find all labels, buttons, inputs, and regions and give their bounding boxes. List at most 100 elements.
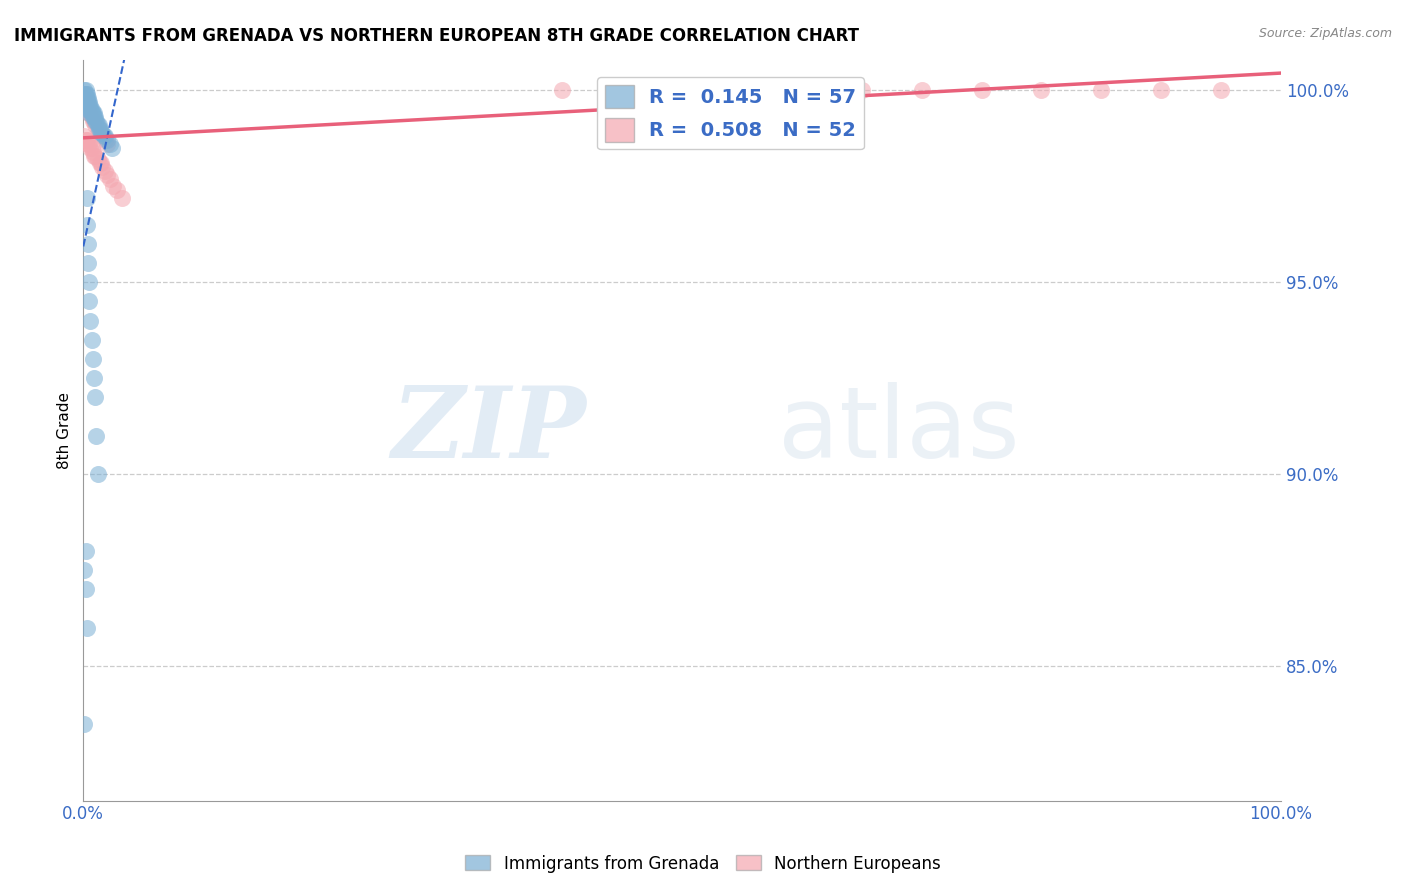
Y-axis label: 8th Grade: 8th Grade — [58, 392, 72, 468]
Text: IMMIGRANTS FROM GRENADA VS NORTHERN EUROPEAN 8TH GRADE CORRELATION CHART: IMMIGRANTS FROM GRENADA VS NORTHERN EURO… — [14, 27, 859, 45]
Point — [75, 91, 97, 105]
Point — [77, 103, 100, 117]
Point — [851, 83, 873, 97]
Point — [83, 371, 105, 385]
Point — [75, 95, 97, 109]
Point — [77, 103, 100, 117]
Point — [77, 91, 100, 105]
Point — [79, 314, 101, 328]
Point — [77, 294, 100, 309]
Point — [77, 137, 100, 152]
Point — [75, 544, 97, 558]
Point — [73, 83, 96, 97]
Point — [77, 256, 100, 270]
Point — [76, 218, 98, 232]
Point — [83, 148, 105, 162]
Point — [94, 164, 117, 178]
Point — [551, 83, 574, 97]
Point — [1150, 83, 1173, 97]
Point — [94, 133, 117, 147]
Point — [82, 114, 104, 128]
Point — [76, 621, 98, 635]
Point — [76, 191, 98, 205]
Point — [101, 141, 124, 155]
Point — [84, 118, 107, 132]
Point — [89, 126, 111, 140]
Point — [77, 106, 100, 120]
Point — [80, 103, 103, 117]
Point — [84, 148, 107, 162]
Point — [96, 137, 118, 152]
Text: ZIP: ZIP — [391, 382, 586, 478]
Point — [77, 98, 100, 112]
Point — [76, 98, 98, 112]
Legend: Immigrants from Grenada, Northern Europeans: Immigrants from Grenada, Northern Europe… — [458, 848, 948, 880]
Point — [86, 118, 108, 132]
Point — [671, 83, 693, 97]
Point — [91, 160, 114, 174]
Point — [91, 126, 114, 140]
Point — [82, 352, 104, 367]
Point — [82, 110, 104, 124]
Point — [77, 137, 100, 152]
Point — [89, 121, 111, 136]
Point — [86, 467, 108, 482]
Point — [83, 110, 105, 124]
Point — [80, 106, 103, 120]
Point — [1090, 83, 1112, 97]
Point — [77, 98, 100, 112]
Point — [105, 183, 128, 197]
Text: atlas: atlas — [778, 382, 1019, 479]
Point — [77, 103, 100, 117]
Point — [90, 156, 112, 170]
Point — [73, 91, 96, 105]
Point — [96, 168, 118, 182]
Point — [86, 153, 108, 167]
Legend: R =  0.145   N = 57, R =  0.508   N = 52: R = 0.145 N = 57, R = 0.508 N = 52 — [596, 77, 865, 150]
Point — [79, 106, 101, 120]
Point — [84, 110, 107, 124]
Point — [79, 98, 101, 112]
Point — [80, 141, 103, 155]
Point — [93, 129, 115, 144]
Point — [612, 83, 634, 97]
Point — [731, 83, 754, 97]
Point — [96, 133, 118, 147]
Point — [110, 191, 132, 205]
Point — [80, 110, 103, 124]
Point — [98, 171, 121, 186]
Point — [73, 129, 96, 144]
Point — [79, 141, 101, 155]
Point — [77, 95, 100, 109]
Point — [90, 126, 112, 140]
Point — [77, 275, 100, 289]
Point — [911, 83, 934, 97]
Point — [86, 121, 108, 136]
Point — [94, 129, 117, 144]
Point — [77, 236, 100, 251]
Point — [73, 87, 96, 102]
Point — [970, 83, 993, 97]
Point — [76, 95, 98, 109]
Point — [1031, 83, 1053, 97]
Point — [76, 95, 98, 109]
Point — [790, 83, 813, 97]
Point — [77, 103, 100, 117]
Point — [1209, 83, 1232, 97]
Point — [77, 98, 100, 112]
Point — [77, 95, 100, 109]
Point — [82, 145, 104, 159]
Point — [83, 106, 105, 120]
Point — [79, 103, 101, 117]
Point — [75, 133, 97, 147]
Point — [83, 114, 105, 128]
Point — [76, 91, 98, 105]
Point — [76, 87, 98, 102]
Point — [73, 91, 96, 105]
Point — [87, 121, 110, 136]
Point — [73, 87, 96, 102]
Point — [86, 429, 108, 443]
Text: Source: ZipAtlas.com: Source: ZipAtlas.com — [1258, 27, 1392, 40]
Point — [84, 114, 107, 128]
Point — [73, 716, 96, 731]
